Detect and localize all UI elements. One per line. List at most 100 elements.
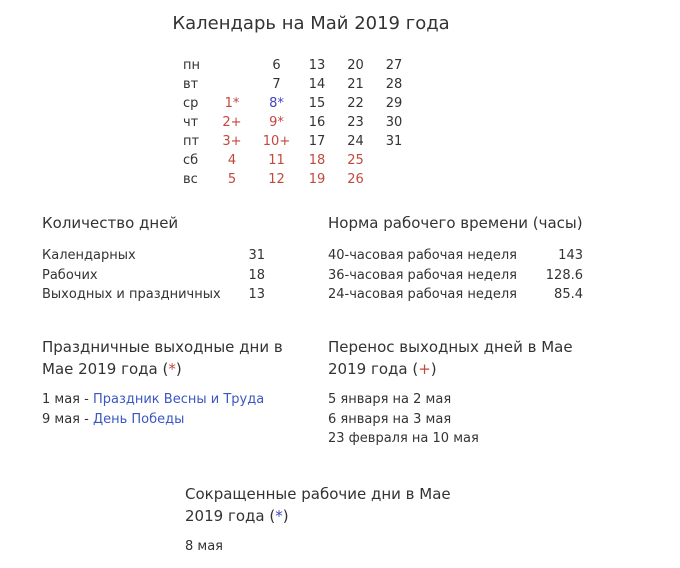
calendar-day-cell: 11 [268,153,285,168]
calendar-day-cell: 26 [347,172,364,187]
holiday-items: 1 мая - Праздник Весны и Труда 9 мая - Де… [42,390,327,429]
calendar-day-cell [375,151,413,170]
calendar-day-cell: 22 [347,96,364,111]
calendar-day-cell: 17 [308,134,326,149]
calendar-table: пн 6 13 20 27 вт 7 14 21 28 ср 1* 8* 15 22 29 чт 2+ 9* 16 23… [183,56,413,189]
calendar-day-cell: 2+ [222,115,242,130]
calendar-weekday-row: чт 2+ 9* 16 23 30 [183,113,413,132]
holiday-name-link[interactable]: День Победы [92,411,185,427]
holiday-date: 9 мая - [42,411,93,427]
work-hours-rows: 40-часовая рабочая неделя 143 36-часовая р… [328,246,583,305]
day-counts-heading: Количество дней [42,214,179,232]
transfer-items: 5 января на 2 мая 6 января на 3 мая 23 фев… [328,390,613,449]
calendar-day-cell: 28 [385,77,403,92]
day-count-value: 31 [248,248,265,263]
calendar-day-cell: 25 [347,153,364,168]
stat-row: Рабочих 18 [42,266,265,286]
calendar-day-cell: 10+ [262,134,291,149]
transfer-item: 23 февраля на 10 мая [328,431,479,446]
holidays-heading-line1: Праздничные выходные дни в [42,338,283,356]
holiday-item: 1 мая - Праздник Весны и Труда [42,390,327,410]
calendar-day-cell: 13 [308,58,326,73]
calendar-day-cell: 15 [308,96,326,111]
work-hours-value: 143 [558,248,583,263]
transfer-item: 5 января на 2 мая [328,392,452,407]
stat-row: 36-часовая рабочая неделя 128.6 [328,266,583,286]
work-hours-label: 36-часовая рабочая неделя [328,267,517,283]
calendar-day-cell: 9* [269,115,284,130]
calendar-day-cell [209,56,255,75]
holidays-heading: Праздничные выходные дни в Мае 2019 года… [42,336,327,380]
calendar-day-cell: 5 [227,172,237,187]
day-count-label: Выходных и праздничных [42,287,221,302]
work-hours-label: 24-часовая рабочая неделя [328,287,517,302]
work-hours-heading: Норма рабочего времени (часы) [328,214,583,232]
weekday-label: сб [183,153,199,168]
calendar-day-cell: 27 [385,58,403,73]
transfers-heading-line2-pre: 2019 года ( [328,360,419,378]
work-hours-value: 128.6 [545,267,583,283]
calendar-day-cell: 7 [272,77,281,92]
calendar-day-cell: 29 [385,96,403,111]
calendar-body: пн 6 13 20 27 вт 7 14 21 28 ср 1* 8* 15 22 29 чт 2+ 9* 16 23… [183,56,413,189]
day-count-value: 18 [248,267,265,283]
weekday-label: вт [183,77,199,92]
holiday-item: 9 мая - День Победы [42,410,327,430]
transfers-heading-line1: Перенос выходных дней в Мае [328,338,573,356]
calendar-day-cell: 19 [308,172,326,187]
weekday-label: пт [183,134,200,149]
calendar-weekday-row: пн 6 13 20 27 [183,56,413,75]
calendar-weekday-row: сб 4 11 18 25 [183,151,413,170]
transfer-item: 6 января на 3 мая [328,411,452,427]
calendar-day-cell [209,75,255,94]
calendar-weekday-row: ср 1* 8* 15 22 29 [183,94,413,113]
calendar-day-cell: 23 [347,115,364,130]
calendar-day-cell: 8* [269,96,284,111]
calendar-weekday-row: пт 3+ 10+ 17 24 31 [183,132,413,151]
shortened-heading: Сокращенные рабочие дни в Мае 2019 года … [185,483,495,527]
stat-row: 40-часовая рабочая неделя 143 [328,246,583,266]
holiday-date: 1 мая - [42,392,93,407]
transfers-heading-line2-post: ) [430,360,437,378]
stat-row: 24-часовая рабочая неделя 85.4 [328,285,583,305]
transfers-section: Перенос выходных дней в Мае 2019 года (+… [328,336,613,449]
weekday-label: чт [183,115,199,130]
calendar-day-cell: 14 [308,77,326,92]
holidays-heading-line2-pre: Мае 2019 года ( [42,360,169,378]
stat-row: Выходных и праздничных 13 [42,285,265,305]
calendar-day-cell: 4 [227,153,237,168]
shortened-asterisk-mark: * [275,507,283,525]
day-count-value: 13 [248,287,265,302]
transfers-heading: Перенос выходных дней в Мае 2019 года (+… [328,336,613,380]
work-hours-value: 85.4 [554,287,583,302]
holidays-section: Праздничные выходные дни в Мае 2019 года… [42,336,327,429]
calendar-day-cell: 12 [268,172,285,187]
calendar-day-cell: 21 [347,77,364,92]
calendar-day-cell: 20 [347,58,364,73]
calendar-day-cell: 30 [385,115,403,130]
calendar-weekday-row: вс 5 12 19 26 [183,170,413,189]
calendar-day-cell: 31 [385,134,403,149]
day-count-label: Календарных [42,248,136,263]
shortened-heading-line1: Сокращенные рабочие дни в Мае [185,485,451,503]
calendar-weekday-row: вт 7 14 21 28 [183,75,413,94]
shortened-items: 8 мая [185,537,495,557]
shortened-heading-line2-pre: 2019 года ( [185,507,276,525]
calendar-day-cell: 18 [308,153,326,168]
stat-row: Календарных 31 [42,246,265,266]
calendar-day-cell: 3+ [222,134,242,149]
work-hours-label: 40-часовая рабочая неделя [328,248,517,263]
page-title: Календарь на Май 2019 года [172,13,450,34]
holiday-name-link[interactable]: Праздник Весны и Труда [92,392,265,407]
shortened-day-item: 8 мая [185,539,223,554]
calendar-day-cell: 6 [272,58,281,73]
work-hours-section: Норма рабочего времени (часы) 40-часовая… [328,212,583,305]
shortened-days-section: Сокращенные рабочие дни в Мае 2019 года … [185,483,495,557]
weekday-label: пн [183,58,200,73]
shortened-heading-line2-post: ) [282,507,289,525]
day-counts-section: Количество дней Календарных 31 Рабочих 18 Вы… [42,212,265,305]
holidays-heading-line2-post: ) [175,360,182,378]
calendar-day-cell: 1* [224,96,240,111]
day-counts-rows: Календарных 31 Рабочих 18 Выходных и праздни… [42,246,265,305]
